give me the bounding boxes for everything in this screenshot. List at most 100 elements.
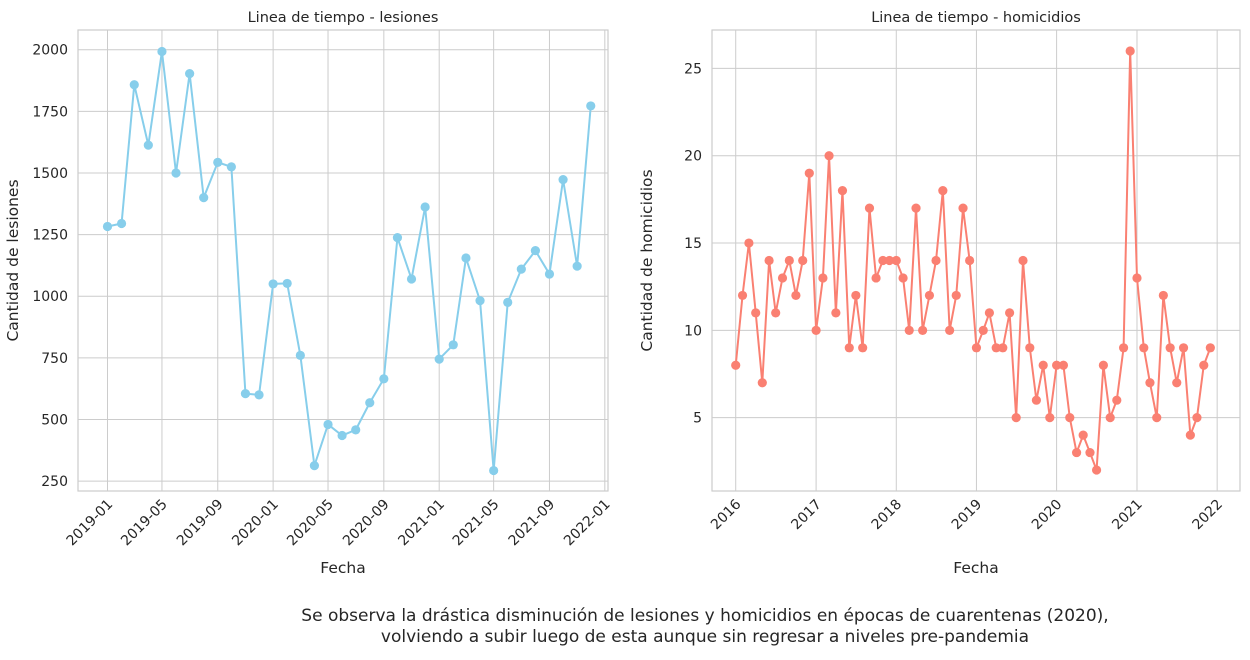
- lesiones-y-tick-label: 1750: [32, 104, 68, 120]
- lesiones-data-point: [489, 465, 499, 476]
- lesiones-data-point: [116, 218, 127, 229]
- lesiones-plot-frame: [77, 29, 609, 492]
- homicidios-data-point: [1052, 360, 1062, 370]
- homicidios-data-point: [751, 308, 761, 318]
- homicidios-y-tick-label: 5: [693, 411, 702, 427]
- homicidios-data-point: [851, 290, 861, 301]
- homicidios-data-point: [1205, 343, 1215, 353]
- lesiones-data-point: [240, 389, 251, 399]
- homicidios-data-point: [771, 308, 781, 318]
- homicidios-data-point: [991, 343, 1001, 353]
- homicidios-data-point: [951, 290, 961, 301]
- homicidios-data-point: [804, 168, 814, 178]
- caption-line-2: volviendo a subir luego de esta aunque s…: [380, 627, 1030, 647]
- homicidios-data-point: [1118, 343, 1129, 353]
- homicidios-data-point: [971, 343, 982, 353]
- homicidios-y-tick-label: 15: [684, 236, 702, 252]
- homicidios-data-point: [984, 308, 995, 318]
- homicidios-data-point: [1058, 360, 1069, 370]
- homicidios-data-point: [1178, 343, 1189, 353]
- lesiones-x-tick-label: 2019-09: [174, 497, 227, 550]
- lesiones-x-tick-label: 2020-09: [340, 497, 393, 550]
- lesiones-data-point: [185, 69, 195, 79]
- homicidios-data-point: [811, 325, 821, 335]
- homicidios-y-tick-label: 20: [684, 149, 702, 165]
- lesiones-data-point: [379, 374, 389, 384]
- homicidios-data-point: [965, 255, 975, 266]
- homicidios-data-point: [1091, 465, 1102, 475]
- homicidios-x-tick-label: 2021: [1109, 497, 1146, 534]
- homicidios-data-point: [837, 186, 848, 196]
- lesiones-data-point: [102, 221, 113, 232]
- homicidios-data-point: [931, 255, 941, 266]
- lesiones-x-tick-label: 2020-05: [284, 497, 337, 550]
- lesiones-y-tick-label: 250: [41, 474, 68, 490]
- homicidios-data-point: [884, 255, 895, 266]
- homicidios-data-point: [824, 151, 834, 161]
- homicidios-data-point: [911, 203, 921, 213]
- caption-line-1: Se observa la drástica disminución de le…: [301, 606, 1109, 626]
- homicidios-y-tick-label: 10: [684, 323, 702, 339]
- lesiones-data-point: [475, 296, 485, 306]
- homicidios-data-point: [998, 343, 1008, 353]
- lesiones-data-point: [586, 101, 596, 111]
- homicidios-data-point: [864, 203, 875, 213]
- lesiones-data-point: [420, 202, 430, 212]
- lesiones-series-line: [107, 50, 592, 472]
- homicidios-data-point: [1165, 343, 1175, 353]
- lesiones-y-axis-label: Cantidad de lesiones: [4, 179, 22, 341]
- homicidios-data-point: [1172, 378, 1182, 388]
- homicidios-chart-title: Linea de tiempo - homicidios: [871, 10, 1081, 26]
- homicidios-data-point: [918, 325, 928, 335]
- homicidios-data-point: [818, 273, 828, 283]
- homicidios-data-point: [1071, 447, 1082, 458]
- lesiones-x-tick-label: 2021-09: [506, 497, 559, 550]
- lesiones-y-tick-label: 1000: [32, 289, 68, 305]
- lesiones-data-point: [129, 80, 139, 90]
- lesiones-x-tick-label: 2020-01: [229, 497, 282, 550]
- homicidios-data-point: [945, 325, 955, 335]
- lesiones-data-point: [365, 398, 375, 408]
- homicidios-y-tick-label: 25: [684, 61, 702, 77]
- homicidios-data-point: [924, 290, 935, 301]
- homicidios-data-point: [1145, 378, 1155, 388]
- lesiones-data-point: [516, 264, 526, 274]
- homicidios-data-point: [1065, 413, 1075, 423]
- lesiones-y-tick-label: 1250: [32, 228, 68, 244]
- homicidios-data-point: [1185, 430, 1195, 440]
- homicidios-data-point: [784, 255, 794, 266]
- homicidios-data-point: [904, 325, 914, 335]
- lesiones-data-point: [295, 350, 305, 361]
- homicidios-data-point: [1038, 360, 1048, 370]
- homicidios-data-point: [1192, 413, 1202, 423]
- homicidios-data-point: [1112, 395, 1122, 405]
- lesiones-y-tick-label: 750: [41, 351, 68, 367]
- homicidios-data-point: [978, 325, 988, 335]
- homicidios-data-point: [1018, 255, 1028, 266]
- homicidios-x-tick-label: 2016: [708, 496, 745, 533]
- homicidios-data-point: [1078, 430, 1088, 440]
- lesiones-data-point: [213, 157, 223, 167]
- homicidios-x-tick-label: 2018: [869, 497, 906, 534]
- homicidios-data-point: [1139, 343, 1149, 353]
- lesiones-data-point: [392, 232, 403, 243]
- homicidios-data-point: [744, 238, 754, 248]
- homicidios-x-tick-label: 2020: [1029, 497, 1066, 534]
- lesiones-y-tick-label: 2000: [32, 43, 68, 59]
- homicidios-data-point: [764, 255, 774, 266]
- lesiones-y-tick-label: 500: [41, 413, 68, 429]
- homicidios-data-point: [1031, 395, 1041, 405]
- homicidios-x-tick-label: 2022: [1189, 497, 1226, 534]
- homicidios-data-point: [871, 273, 881, 283]
- homicidios-data-point: [1005, 308, 1015, 318]
- homicidios-data-point: [1132, 273, 1142, 283]
- homicidios-data-point: [777, 273, 788, 283]
- lesiones-data-point: [337, 430, 347, 441]
- homicidios-data-point: [1025, 343, 1035, 353]
- lesiones-chart-title: Linea de tiempo - lesiones: [248, 10, 439, 26]
- homicidios-data-point: [1011, 413, 1021, 423]
- homicidios-chart: 5 10 15 20 25 2016 2017 2018 2019 2020 2021 2022 Lin…: [638, 10, 1241, 577]
- lesiones-data-point: [254, 390, 264, 400]
- homicidios-plot-frame: [711, 29, 1241, 492]
